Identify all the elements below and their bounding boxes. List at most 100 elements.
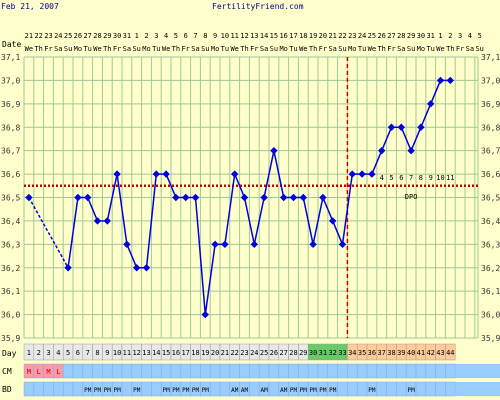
date-label: 2 bbox=[144, 32, 148, 40]
temp-point bbox=[279, 193, 288, 202]
y-tick-label-right: 36,2 bbox=[481, 264, 500, 273]
temp-point bbox=[201, 310, 210, 319]
bd-cell bbox=[356, 381, 368, 397]
temp-point bbox=[299, 193, 308, 202]
day-label: 43 bbox=[436, 349, 444, 357]
date-label: 1 bbox=[438, 32, 442, 40]
temp-line-segment bbox=[106, 173, 118, 222]
temp-point bbox=[123, 240, 131, 249]
y-tick-label-left: 36,7 bbox=[1, 147, 20, 156]
temp-point bbox=[132, 264, 141, 272]
day-label: 14 bbox=[152, 349, 160, 357]
site-name: FertilityFriend.com bbox=[212, 2, 304, 11]
weekday-label: Tu bbox=[358, 45, 366, 53]
cm-cell bbox=[180, 363, 191, 379]
day-label: 19 bbox=[201, 349, 209, 357]
cm-cell bbox=[317, 363, 329, 379]
date-label: 19 bbox=[309, 32, 317, 40]
bd-cell bbox=[53, 381, 64, 397]
temp-point bbox=[240, 193, 249, 202]
bd-cell bbox=[72, 381, 84, 397]
date-label: 9 bbox=[213, 32, 217, 40]
y-tick-label-left: 37,1 bbox=[1, 53, 20, 62]
temp-line-segment bbox=[302, 197, 314, 245]
bd-cell bbox=[376, 381, 387, 397]
weekday-label: Fr bbox=[319, 45, 327, 53]
weekday-label: Sa bbox=[123, 45, 131, 53]
chart-date: Feb 21, 2007 bbox=[1, 2, 59, 11]
day-label: 42 bbox=[426, 349, 434, 357]
date-label: 17 bbox=[289, 32, 297, 40]
day-label: 32 bbox=[328, 349, 336, 357]
temp-point bbox=[289, 193, 298, 202]
cm-cell bbox=[337, 363, 348, 379]
day-label: 26 bbox=[270, 349, 278, 357]
bd-cell bbox=[141, 381, 152, 397]
temp-point bbox=[74, 193, 82, 202]
cm-cell bbox=[376, 363, 387, 379]
day-label: 37 bbox=[377, 349, 385, 357]
weekday-label: Tu bbox=[289, 45, 297, 53]
date-label: 24 bbox=[358, 32, 366, 40]
y-tick-label-right: 36,7 bbox=[481, 147, 500, 156]
temp-point bbox=[407, 146, 415, 155]
weekday-label: Fr bbox=[44, 45, 52, 53]
date-label: 25 bbox=[64, 32, 72, 40]
date-label: 22 bbox=[34, 32, 42, 40]
weekday-label: Th bbox=[309, 45, 317, 53]
day-label: 24 bbox=[250, 349, 258, 357]
temp-point bbox=[191, 193, 200, 202]
date-label: 25 bbox=[368, 32, 376, 40]
cm-label: M bbox=[27, 368, 31, 376]
date-label: 3 bbox=[458, 32, 462, 40]
dpo-number: 11 bbox=[446, 174, 454, 182]
temp-point bbox=[436, 76, 445, 85]
temp-point bbox=[113, 170, 121, 178]
weekday-label: Mo bbox=[279, 45, 287, 53]
bd-label: PM bbox=[182, 387, 190, 394]
weekday-label: Th bbox=[172, 45, 180, 53]
bd-label: AM bbox=[280, 387, 288, 394]
cm-label: L bbox=[56, 368, 60, 376]
day-label: 25 bbox=[260, 349, 268, 357]
weekday-label: Fr bbox=[250, 45, 258, 53]
date-label: 11 bbox=[230, 32, 238, 40]
date-label: 24 bbox=[54, 32, 62, 40]
temp-point bbox=[426, 100, 435, 108]
bd-cell bbox=[219, 381, 231, 397]
date-label: 23 bbox=[348, 32, 356, 40]
day-label: 36 bbox=[368, 349, 376, 357]
cm-cell bbox=[366, 363, 378, 379]
weekday-label: Su bbox=[64, 45, 72, 53]
temp-point bbox=[93, 217, 102, 225]
date-label: 21 bbox=[25, 32, 33, 40]
day-label: 17 bbox=[181, 349, 189, 357]
weekday-label: Th bbox=[103, 45, 111, 53]
day-label: 39 bbox=[397, 349, 405, 357]
weekday-label: Su bbox=[338, 45, 346, 53]
bd-cell bbox=[435, 381, 446, 397]
bd-label: PM bbox=[104, 387, 112, 394]
temp-point bbox=[387, 123, 396, 131]
temp-point bbox=[64, 264, 72, 272]
temp-line-segment bbox=[67, 197, 79, 268]
temp-point bbox=[377, 146, 386, 155]
cm-cell bbox=[151, 363, 162, 379]
cm-cell bbox=[435, 363, 446, 379]
day-label: 9 bbox=[105, 349, 109, 357]
bd-cell bbox=[209, 381, 221, 397]
bd-label: PM bbox=[94, 387, 102, 394]
cm-cell bbox=[347, 363, 358, 379]
cm-cell bbox=[239, 363, 250, 379]
weekday-label: Sa bbox=[54, 45, 62, 53]
temp-point bbox=[230, 170, 239, 178]
cm-cell bbox=[327, 363, 338, 379]
bd-cell bbox=[268, 381, 280, 397]
temp-point bbox=[338, 240, 347, 249]
date-label: 14 bbox=[260, 32, 268, 40]
day-label: 18 bbox=[191, 349, 199, 357]
date-label: 5 bbox=[174, 32, 178, 40]
y-tick-label-left: 35,9 bbox=[1, 334, 20, 343]
cm-cell bbox=[170, 363, 182, 379]
